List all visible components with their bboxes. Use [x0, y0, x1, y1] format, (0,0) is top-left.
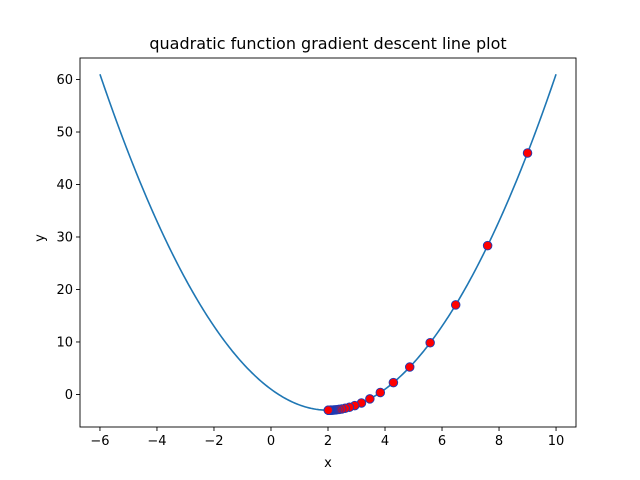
- x-tick-label-5: 4: [381, 434, 389, 449]
- scatter-point-2: [450, 300, 461, 310]
- chart-title: quadratic function gradient descent line…: [149, 34, 506, 53]
- x-tick-label-8: 10: [548, 434, 565, 449]
- x-tick-label-6: 6: [438, 434, 446, 449]
- y-tick-label-2: 20: [56, 283, 73, 298]
- y-tick-label-0: 0: [65, 388, 73, 403]
- x-tick-label-2: −2: [204, 434, 223, 449]
- scatter-point-1: [482, 240, 493, 251]
- x-tick-label-0: −6: [90, 434, 109, 449]
- x-tick-label-3: 0: [267, 434, 275, 449]
- scatter-point-4: [404, 362, 415, 372]
- scatter-point-5: [388, 377, 399, 388]
- x-tick-label-1: −4: [147, 434, 166, 449]
- scatter-point-3: [425, 338, 435, 348]
- y-tick-label-6: 60: [56, 73, 73, 88]
- y-tick-label-5: 50: [56, 126, 73, 141]
- axes-frame: [79, 57, 577, 428]
- x-axis-label: x: [324, 456, 332, 471]
- y-tick-label-4: 40: [56, 178, 73, 193]
- scatter-point-6: [375, 387, 386, 398]
- x-tick-label-7: 8: [495, 434, 503, 449]
- y-axis-label: y: [33, 234, 48, 242]
- y-tick-label-3: 30: [56, 230, 73, 245]
- scatter-point-7: [365, 394, 375, 404]
- y-tick-label-1: 10: [56, 335, 73, 350]
- plot-area: [99, 74, 557, 415]
- scatter-point-0: [522, 148, 533, 158]
- x-tick-label-4: 2: [324, 434, 332, 449]
- axes: −6 −4 −2 0 2 4 6 8 10 0 10 20 30 40 50 60: [56, 57, 577, 449]
- scatter-point-29: [323, 405, 334, 415]
